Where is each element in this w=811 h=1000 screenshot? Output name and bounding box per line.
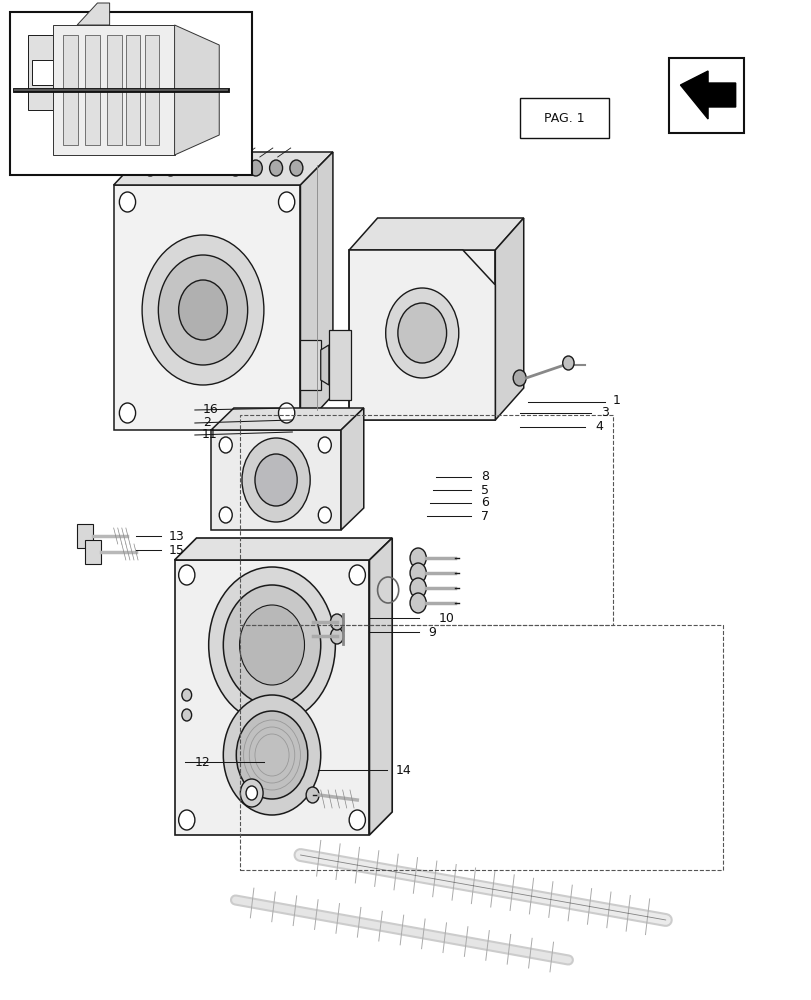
Text: 10: 10: [438, 611, 454, 624]
Circle shape: [229, 160, 242, 176]
Polygon shape: [680, 71, 735, 119]
Circle shape: [397, 303, 446, 363]
Circle shape: [349, 810, 365, 830]
Polygon shape: [369, 538, 392, 835]
Polygon shape: [211, 430, 341, 530]
Circle shape: [223, 695, 320, 815]
Bar: [126, 35, 140, 145]
Circle shape: [249, 160, 262, 176]
Circle shape: [236, 711, 307, 799]
Text: 6: 6: [480, 496, 488, 510]
Circle shape: [242, 438, 310, 522]
Circle shape: [410, 593, 426, 613]
Circle shape: [410, 548, 426, 568]
Circle shape: [410, 563, 426, 583]
Polygon shape: [300, 340, 320, 390]
Text: 9: 9: [427, 626, 436, 639]
Text: 12: 12: [195, 756, 210, 768]
Text: 5: 5: [480, 484, 488, 496]
Polygon shape: [300, 152, 333, 430]
Circle shape: [255, 454, 297, 506]
Polygon shape: [77, 3, 109, 25]
Circle shape: [278, 192, 294, 212]
Circle shape: [240, 779, 263, 807]
Circle shape: [349, 565, 365, 585]
Polygon shape: [174, 560, 369, 835]
Bar: [10, 12, 251, 175]
Bar: [107, 35, 122, 145]
Bar: [239, 625, 722, 870]
Polygon shape: [349, 250, 495, 420]
Circle shape: [330, 614, 343, 630]
Circle shape: [269, 160, 282, 176]
Circle shape: [178, 810, 195, 830]
Circle shape: [290, 160, 303, 176]
Circle shape: [178, 280, 227, 340]
Polygon shape: [174, 25, 219, 155]
Bar: [85, 35, 100, 145]
Text: 1: 1: [612, 393, 620, 406]
Circle shape: [330, 628, 343, 644]
Polygon shape: [320, 345, 328, 385]
Text: 7: 7: [480, 510, 488, 522]
Circle shape: [182, 709, 191, 721]
Circle shape: [318, 507, 331, 523]
Text: 16: 16: [203, 403, 218, 416]
Text: 13: 13: [169, 530, 184, 542]
Polygon shape: [349, 218, 523, 250]
Polygon shape: [28, 35, 53, 110]
Bar: [144, 35, 159, 145]
Polygon shape: [495, 218, 523, 420]
Polygon shape: [114, 185, 300, 430]
Circle shape: [318, 437, 331, 453]
Circle shape: [119, 403, 135, 423]
Text: 14: 14: [395, 764, 410, 776]
Circle shape: [239, 605, 304, 685]
Bar: [85, 540, 101, 564]
Circle shape: [142, 235, 264, 385]
Circle shape: [208, 567, 335, 723]
Text: 8: 8: [480, 471, 488, 484]
Circle shape: [158, 255, 247, 365]
Text: 11: 11: [201, 428, 217, 442]
Bar: [519, 98, 608, 138]
Bar: [53, 25, 174, 155]
Polygon shape: [174, 538, 392, 560]
Text: 4: 4: [594, 420, 603, 434]
Text: 15: 15: [169, 544, 185, 556]
Circle shape: [385, 288, 458, 378]
Bar: [668, 58, 743, 133]
Circle shape: [144, 160, 157, 176]
Polygon shape: [211, 408, 363, 430]
Circle shape: [246, 786, 257, 800]
Polygon shape: [341, 408, 363, 530]
Circle shape: [119, 192, 135, 212]
Circle shape: [164, 160, 177, 176]
Circle shape: [223, 585, 320, 705]
Bar: [63, 35, 78, 145]
Bar: [77, 524, 93, 548]
Polygon shape: [328, 330, 350, 400]
Polygon shape: [349, 250, 495, 420]
Circle shape: [278, 403, 294, 423]
Bar: [239, 415, 612, 625]
Text: 2: 2: [203, 416, 211, 430]
Circle shape: [562, 356, 573, 370]
Circle shape: [182, 689, 191, 701]
Text: 3: 3: [600, 406, 608, 420]
Polygon shape: [114, 152, 333, 185]
Circle shape: [178, 565, 195, 585]
Circle shape: [306, 787, 319, 803]
Circle shape: [219, 507, 232, 523]
Circle shape: [513, 370, 526, 386]
Circle shape: [410, 578, 426, 598]
Circle shape: [219, 437, 232, 453]
Text: PAG. 1: PAG. 1: [543, 111, 584, 124]
